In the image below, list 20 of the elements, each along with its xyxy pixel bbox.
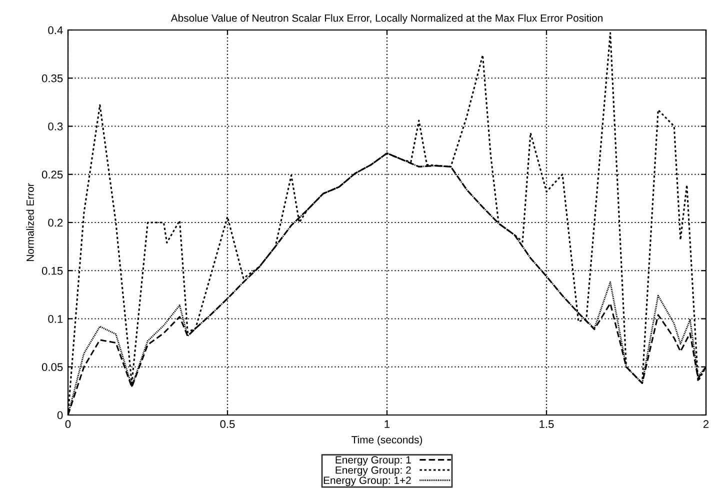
y-tick-label: 0.3	[48, 122, 63, 130]
y-tick-label: 0	[57, 411, 63, 420]
x-tick-label: 2	[703, 420, 709, 428]
y-tick-label: 0.05	[42, 363, 63, 372]
y-tick-label: 0.2	[48, 218, 63, 227]
x-tick-label: 1.5	[540, 420, 554, 428]
y-tick-label: 0.35	[42, 74, 63, 82]
x-tick-label: 0	[65, 420, 71, 428]
x-axis-title: Time (seconds)	[352, 436, 422, 446]
x-tick-label: 0.5	[220, 420, 235, 428]
chart-title: Absolue Value of Neutron Scalar Flux Error, Locally Normalized at the Max Flux Error Position	[170, 14, 602, 24]
y-tick-label: 0.15	[42, 266, 63, 275]
legend-label: Energy Group: 1	[336, 456, 411, 466]
legend-label: Energy Group: 2	[336, 466, 411, 476]
y-axis-title: Normalized Error	[26, 183, 34, 262]
y-tick-label: 0.4	[48, 26, 63, 34]
y-tick-label: 0.1	[48, 315, 63, 323]
y-tick-label: 0.25	[42, 170, 63, 179]
legend-label: Energy Group: 1+2	[324, 476, 411, 486]
x-tick-label: 1	[384, 420, 390, 428]
